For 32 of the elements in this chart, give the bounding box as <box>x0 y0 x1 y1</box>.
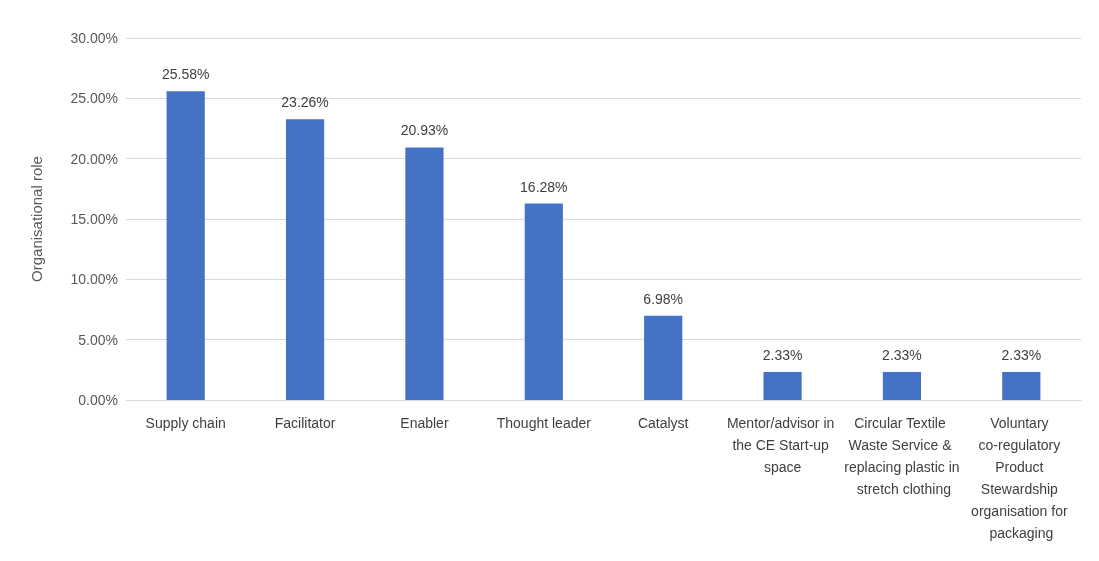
bar <box>1002 371 1041 400</box>
y-tick-label: 15.00% <box>70 211 118 227</box>
y-tick-label: 10.00% <box>70 271 118 288</box>
x-tick-label: Supply chain <box>145 415 226 431</box>
x-tick-label: Mentor/advisor in the CE Start-up space <box>726 415 839 475</box>
bar <box>644 315 683 400</box>
bar <box>166 91 205 400</box>
data-label: 23.26% <box>281 94 329 111</box>
data-label: 25.58% <box>161 66 210 83</box>
data-label: 2.33% <box>762 346 803 363</box>
bar <box>405 147 444 400</box>
x-tick-label: Catalyst <box>637 415 689 431</box>
bar <box>285 119 325 400</box>
bar <box>524 203 563 400</box>
x-tick-label: Voluntary co-regulatory Product Stewardship organisation for packaging <box>971 415 1072 541</box>
y-tick-label: 5.00% <box>78 331 118 348</box>
data-label: 20.93% <box>400 122 449 139</box>
x-tick-label: Facilitator <box>274 415 336 431</box>
y-axis-title: Organisational role <box>28 156 45 282</box>
y-tick-label: 30.00% <box>70 30 118 46</box>
x-tick-label: Thought leader <box>496 415 592 431</box>
y-tick-label: 0.00% <box>78 392 118 408</box>
y-tick-label: 20.00% <box>70 150 118 167</box>
data-label: 16.28% <box>520 178 568 195</box>
data-label: 2.33% <box>1001 346 1042 363</box>
x-tick-label: Circular Textile Waste Service & replacing plastic in stretch clothing <box>844 415 960 497</box>
y-tick-label: 25.00% <box>70 90 118 107</box>
data-label: 2.33% <box>882 346 922 363</box>
x-tick-label: Enabler <box>400 415 449 431</box>
bar <box>763 371 802 400</box>
data-label: 6.98% <box>643 290 684 307</box>
bar <box>882 371 922 400</box>
